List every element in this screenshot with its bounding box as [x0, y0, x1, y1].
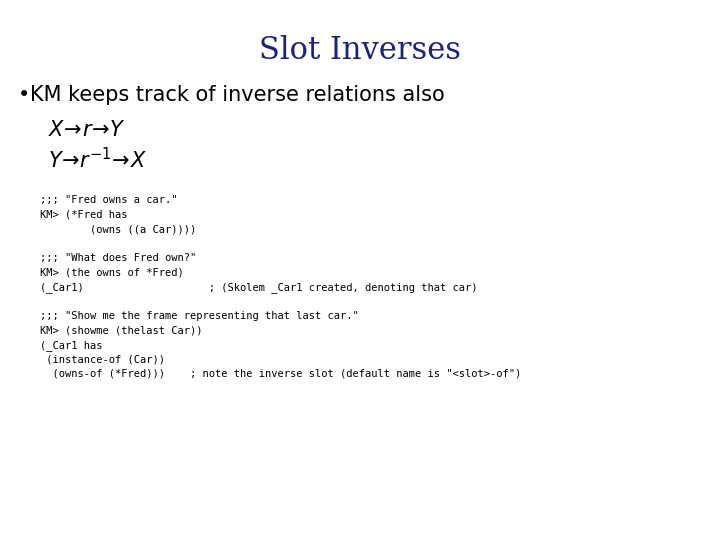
Text: (_Car1 has: (_Car1 has — [40, 340, 102, 351]
Text: •: • — [18, 85, 30, 105]
Text: ;;; "Fred owns a car.": ;;; "Fred owns a car." — [40, 195, 178, 205]
Text: $Y\!\rightarrow\!r^{-1}\!\rightarrow\!X$: $Y\!\rightarrow\!r^{-1}\!\rightarrow\!X$ — [48, 147, 147, 172]
Text: KM> (*Fred has: KM> (*Fred has — [40, 210, 127, 219]
Text: ;;; "What does Fred own?": ;;; "What does Fred own?" — [40, 253, 197, 263]
Text: (owns ((a Car)))): (owns ((a Car)))) — [40, 224, 197, 234]
Text: (instance-of (Car)): (instance-of (Car)) — [40, 354, 165, 364]
Text: (_Car1)                    ; (Skolem _Car1 created, denoting that car): (_Car1) ; (Skolem _Car1 created, denotin… — [40, 282, 477, 293]
Text: (owns-of (*Fred)))    ; note the inverse slot (default name is "<slot>-of"): (owns-of (*Fred))) ; note the inverse sl… — [40, 369, 521, 379]
Text: ;;; "Show me the frame representing that last car.": ;;; "Show me the frame representing that… — [40, 311, 359, 321]
Text: KM keeps track of inverse relations also: KM keeps track of inverse relations also — [30, 85, 445, 105]
Text: $X\!\rightarrow\!r\!\rightarrow\!Y$: $X\!\rightarrow\!r\!\rightarrow\!Y$ — [48, 120, 125, 140]
Text: Slot Inverses: Slot Inverses — [259, 35, 461, 66]
Text: KM> (the owns of *Fred): KM> (the owns of *Fred) — [40, 267, 184, 278]
Text: KM> (showme (thelast Car)): KM> (showme (thelast Car)) — [40, 326, 202, 335]
